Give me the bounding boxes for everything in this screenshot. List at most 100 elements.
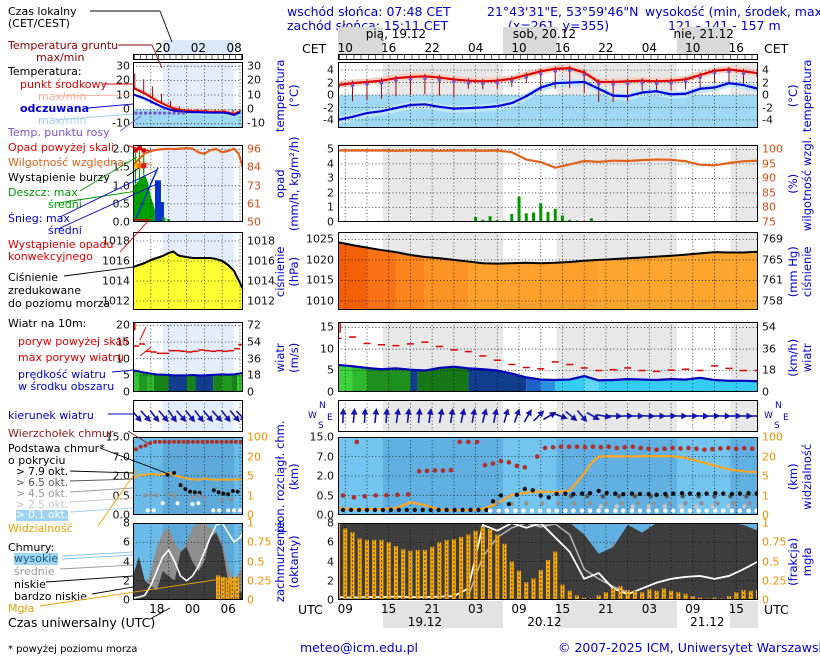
main-pressure-right-ticks: 769 765 761 758 <box>762 232 783 308</box>
legend-item: punkt środkowy <box>20 78 108 91</box>
legend-item: Opad powyżej skali <box>8 141 114 154</box>
mini-humidity-right-ticks: 96 84 73 61 50 <box>247 142 261 229</box>
bottom-hour-labels: 09 15 21 03 09 15 21 03 09 15 <box>337 602 744 616</box>
mini-bottom-hour-labels: 18 00 06 <box>149 602 236 616</box>
legend-item: Wierzchołek chmur <box>8 427 114 440</box>
top-ruler-mini <box>133 54 243 60</box>
bottom-date-labels: 19.12 20.12 21.12 <box>407 615 725 629</box>
legend-item: max/min <box>38 90 87 103</box>
legend-item: > 7.9 okt. <box>16 466 69 478</box>
mini-wind-direction-strip <box>133 400 243 432</box>
mini-top-bands <box>133 40 243 54</box>
legend-item: Chmury: <box>8 541 55 554</box>
top-axis-bands <box>338 27 758 55</box>
legend-item: (CET/CEST) <box>8 17 70 30</box>
legend-item: odczuwana <box>20 102 90 115</box>
legend-item: średnie <box>14 565 55 578</box>
utc-label-right: UTC <box>764 602 789 617</box>
main-visibility-right-ticks: 100 20 5 1 0 <box>762 430 783 522</box>
mini-cloud-cover-chart <box>133 523 243 600</box>
legend-item: konwekcyjnego <box>8 250 93 263</box>
altitude-label: wysokość (min, środek, max) <box>645 4 820 19</box>
legend-item: max/min <box>38 114 87 127</box>
main-pressure-left-ticks: 1025 1020 1015 1010 <box>306 232 334 308</box>
mini-pressure-left-ticks: 1018 1016 1014 1012 <box>102 234 130 308</box>
main-wind-right-ticks: 54 36 18 0 <box>762 320 776 399</box>
mini-precipitation-chart <box>133 145 243 222</box>
mini-wind-right-ticks: 72 54 36 18 0 <box>247 318 261 399</box>
legend-item: średni <box>48 198 82 211</box>
mini-temperature-chart <box>133 62 243 128</box>
legend-item: Śnieg: max <box>8 212 70 225</box>
legend-item: > 0.1 okt. <box>16 509 69 522</box>
mini-pressure-right-ticks: 1018 1016 1014 1012 <box>247 234 275 308</box>
main-cloud-left-ticks: 15.0 7.0 2.0 0.5 0.0 <box>309 430 335 522</box>
legend-item: średni <box>48 224 82 237</box>
main-wind-left-ticks: 15 10 5 0 <box>320 320 334 399</box>
legend-item: Temperatura: <box>8 65 82 78</box>
main-cloud-cover-chart <box>338 523 758 600</box>
top-date-labels: pią, 19.12 sob, 20.12 nie, 21.12 <box>365 27 734 41</box>
legend-item: wysokie <box>14 552 59 565</box>
main-temperature-chart <box>338 62 758 128</box>
main-temp-left-ticks: 4 2 0 -2 -4 <box>323 63 334 127</box>
legend-item: bardzo niskie <box>14 590 87 603</box>
legend-item: Podstawa chmur* <box>8 442 105 455</box>
legend-item: o pokryciu <box>8 454 66 467</box>
mini-cloud-extent-chart <box>133 437 243 515</box>
mini-pressure-chart <box>133 232 243 310</box>
legend-item: Mgła <box>8 602 35 615</box>
legend-item: kierunek wiatru <box>8 409 94 422</box>
main-wind-direction-strip <box>338 400 758 432</box>
mini-visibility-right-ticks: 100 20 5 1 0 <box>247 430 268 522</box>
main-pressure-chart <box>338 232 758 310</box>
legend-item: niskie <box>14 578 46 591</box>
top-hour-labels: 10 16 22 04 10 16 22 04 10 16 <box>337 41 744 55</box>
cet-label-left: CET <box>302 41 327 56</box>
contact-email-link[interactable]: meteo@icm.edu.pl <box>300 640 419 655</box>
main-temp-right-ticks: 4 2 0 -2 -4 <box>762 63 773 127</box>
legend-item: Wystąpienie burzy <box>8 171 110 184</box>
legend-item: poryw powyżej skali <box>18 335 129 348</box>
legend-item: Wilgotność względna <box>8 156 125 169</box>
footnote: * powyżej poziomu morza <box>8 644 138 655</box>
legend-item: max porywy wiatru <box>18 351 124 364</box>
legend-item: do poziomu morza <box>8 297 111 310</box>
mini-wind-left-ticks: 20 15 10 5 0 <box>116 318 130 399</box>
top-ruler-main <box>338 54 758 60</box>
legend-item: Wystąpienie opadu <box>8 238 114 251</box>
mini-fog-right-ticks: 1 0.75 0.5 0.25 0 <box>247 516 272 607</box>
legend-item: prędkość wiatru <box>18 368 106 381</box>
main-cloud-extent-chart <box>338 437 758 515</box>
ylabel-fog-right: (frakcja) mgła <box>786 537 814 586</box>
legend-item: Czas lokalny <box>8 5 77 18</box>
legend-item: Temperatura gruntu <box>8 39 119 52</box>
legend-item: Deszcz: max <box>8 186 78 199</box>
sunset-time: zachód słońca: 15:11 CET <box>287 18 449 33</box>
main-fog-right-ticks: 1 0.75 0.5 0.25 0 <box>762 516 787 607</box>
mini-temp-left-ticks: 30 20 10 0 -10 <box>112 59 130 130</box>
copyright: © 2007-2025 ICM, Uniwersytet Warszawski <box>558 640 820 655</box>
bottom-axis-bands <box>338 601 758 628</box>
legend-item: > 6.5 okt. <box>16 477 69 489</box>
legend-item: Wiatr na 10m: <box>8 317 87 330</box>
legend-item: > 4.5 okt. <box>16 488 69 500</box>
legend-item: Czas uniwersalny (UTC) <box>8 615 156 630</box>
main-wind-chart <box>338 322 758 392</box>
mini-top-hour-labels: 20 02 08 <box>155 41 242 55</box>
legend-item: Temp. punktu rosy <box>8 126 110 139</box>
legend-item: w środku obszaru <box>18 380 115 393</box>
main-precipitation-chart <box>338 145 758 222</box>
legend-item: zredukowane <box>8 284 81 297</box>
utc-label-left: UTC <box>298 602 323 617</box>
mini-wind-chart <box>133 322 243 392</box>
legend-item: max/min <box>36 51 85 64</box>
legend-item: > 2.5 okt. <box>16 499 69 511</box>
main-humidity-right-ticks: 100 95 90 85 80 75 <box>762 142 783 229</box>
legend-item: Ciśnienie <box>8 271 59 284</box>
